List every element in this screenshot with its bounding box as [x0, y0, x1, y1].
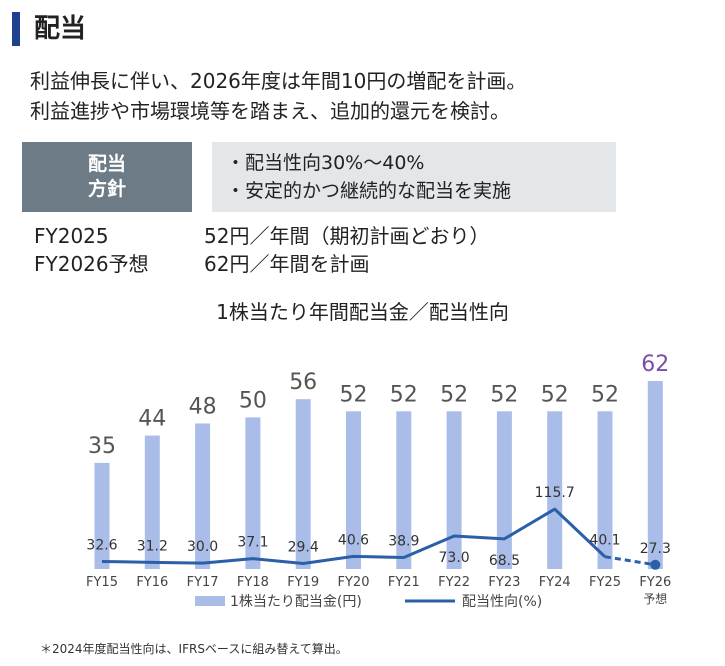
policy-label-line-2: 方針 [87, 178, 126, 200]
lead-line-2: 利益進捗や市場環境等を踏まえ、追加的還元を検討。 [30, 99, 510, 123]
bar [346, 411, 361, 569]
x-tick-label: FY18 [237, 575, 269, 590]
x-tick-label: FY25 [589, 575, 621, 590]
line-value-label: 30.0 [187, 539, 218, 555]
line-value-label: 37.1 [237, 535, 268, 551]
bar-value-label: 52 [490, 382, 518, 407]
bar-value-label: 52 [390, 382, 418, 407]
policy-item-2: ・安定的かつ継続的な配当を実施 [226, 180, 512, 202]
bar-value-label: 44 [138, 407, 166, 432]
policy-items-box: ・配当性向30%～40% ・安定的かつ継続的な配当を実施 [212, 142, 616, 212]
line-value-label: 32.6 [86, 537, 117, 553]
bar-value-label: 52 [440, 382, 468, 407]
bar-value-label: 35 [88, 434, 116, 459]
bar [396, 411, 412, 569]
x-tick-label: FY19 [287, 575, 319, 590]
legend-line-label: 配当性向(%) [462, 594, 542, 610]
bar [295, 399, 311, 569]
line-value-label: 68.5 [489, 553, 520, 569]
bar-value-label: 50 [239, 388, 267, 413]
legend-bar-label: 1株当たり配当金(円) [230, 594, 362, 610]
bar [195, 423, 211, 569]
chart-title: 1株当たり年間配当金／配当性向 [216, 300, 509, 324]
payout-ratio-line [101, 507, 607, 565]
policy-item-1: ・配当性向30%～40% [226, 152, 425, 174]
plan-fy-text: 52円／年間（期初計画どおり） [204, 224, 490, 248]
x-tick-label: FY16 [136, 575, 168, 590]
x-tick-label: FY23 [488, 575, 520, 590]
plan-row: FY2025 52円／年間（期初計画どおり） [34, 222, 489, 250]
bar [245, 417, 261, 569]
line-value-label: 115.7 [535, 485, 575, 501]
line-value-label: 38.9 [388, 533, 419, 549]
bar-value-label: 52 [340, 382, 368, 407]
bar [446, 411, 462, 569]
x-tick-label: FY20 [338, 575, 370, 590]
line-value-label: 31.2 [137, 538, 168, 554]
line-value-label: 29.4 [288, 539, 319, 555]
x-tick-label: FY15 [86, 575, 118, 590]
bar [597, 411, 613, 569]
bar-value-label: 62 [641, 352, 669, 377]
plan-fy-label: FY2026予想 [34, 252, 149, 276]
legend-bar-swatch [195, 596, 225, 606]
footnote: ＊2024年度配当性向は、IFRSベースに組み替えて算出。 [40, 642, 348, 656]
bar-value-label: 52 [591, 382, 619, 407]
bar [496, 411, 512, 569]
lead-text: 利益伸長に伴い、2026年度は年間10円の増配を計画。 利益進捗や市場環境等を踏… [30, 66, 526, 126]
bar [547, 411, 563, 569]
payout-ratio-forecast-point [650, 559, 661, 570]
bar [647, 381, 663, 569]
dividend-plan: FY2025 52円／年間（期初計画どおり） FY2026予想 62円／年間を計… [34, 222, 489, 278]
plan-fy-text: 62円／年間を計画 [204, 252, 370, 276]
policy-label-line-1: 配当 [87, 153, 126, 175]
x-tick-label: FY24 [539, 575, 571, 590]
plan-fy-label: FY2025 [34, 224, 109, 248]
x-tick-label: FY22 [438, 575, 470, 590]
page-title: 配当 [34, 14, 87, 44]
bar-value-label: 48 [189, 394, 217, 419]
line-value-label: 40.6 [338, 532, 369, 548]
lead-line-1: 利益伸長に伴い、2026年度は年間10円の増配を計画。 [30, 69, 527, 93]
bar-value-label: 52 [541, 382, 569, 407]
bar [94, 462, 110, 569]
line-value-label: 27.3 [640, 541, 671, 557]
line-value-label: 40.1 [589, 533, 620, 549]
x-tick-label: FY17 [187, 575, 219, 590]
x-tick-sublabel: 予想 [643, 591, 667, 606]
plan-row: FY2026予想 62円／年間を計画 [34, 250, 489, 278]
bar-value-label: 56 [289, 370, 317, 395]
policy-label-box: 配当 方針 [22, 142, 192, 212]
bar [144, 435, 160, 569]
line-value-label: 73.0 [439, 550, 470, 566]
payout-ratio-forecast-line [604, 555, 656, 567]
x-tick-label: FY26 [639, 575, 671, 590]
title-accent-bar [12, 12, 20, 46]
x-tick-label: FY21 [388, 575, 420, 590]
